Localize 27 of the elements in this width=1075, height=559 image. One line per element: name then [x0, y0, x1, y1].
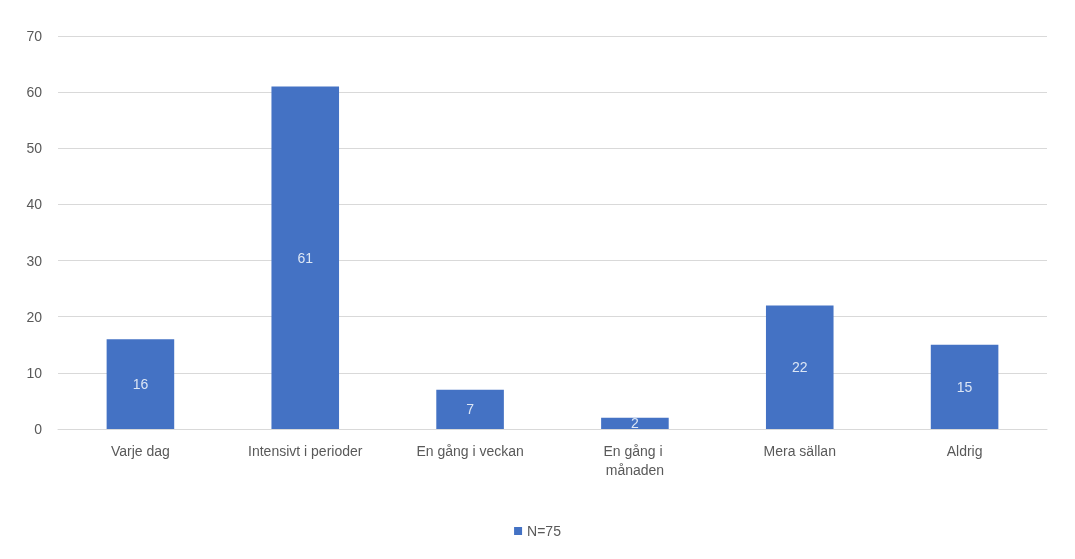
- y-tick-label: 50: [26, 140, 43, 157]
- y-tick-label: 30: [26, 252, 43, 269]
- x-tick-label: En gång i veckan: [416, 442, 524, 459]
- data-label: 22: [791, 359, 808, 376]
- y-tick-label: 60: [26, 84, 43, 101]
- data-label: 16: [132, 376, 149, 393]
- x-tick-label: En gång i månaden: [603, 442, 667, 478]
- bar: [601, 417, 669, 429]
- data-label: 61: [297, 249, 314, 266]
- bar: [930, 344, 999, 429]
- bar: [765, 305, 834, 429]
- y-tick-label: 10: [26, 364, 43, 381]
- x-tick-label: Varje dag: [110, 442, 170, 459]
- y-tick-label: 70: [26, 28, 43, 44]
- data-label: 15: [956, 378, 973, 395]
- bar: [106, 339, 175, 429]
- y-tick-label: 20: [26, 308, 43, 325]
- x-tick-label: Intensivt i perioder: [248, 442, 363, 459]
- data-label: 7: [466, 401, 475, 418]
- data-label: 2: [631, 415, 640, 432]
- bar: [271, 86, 340, 429]
- y-tick-label: 0: [34, 421, 43, 437]
- x-tick-label: Mera sällan: [763, 442, 836, 459]
- y-tick-label: 40: [26, 196, 43, 213]
- legend-label: N=75: [527, 523, 562, 539]
- bar: [436, 389, 504, 429]
- x-tick-label: Aldrig: [946, 442, 983, 459]
